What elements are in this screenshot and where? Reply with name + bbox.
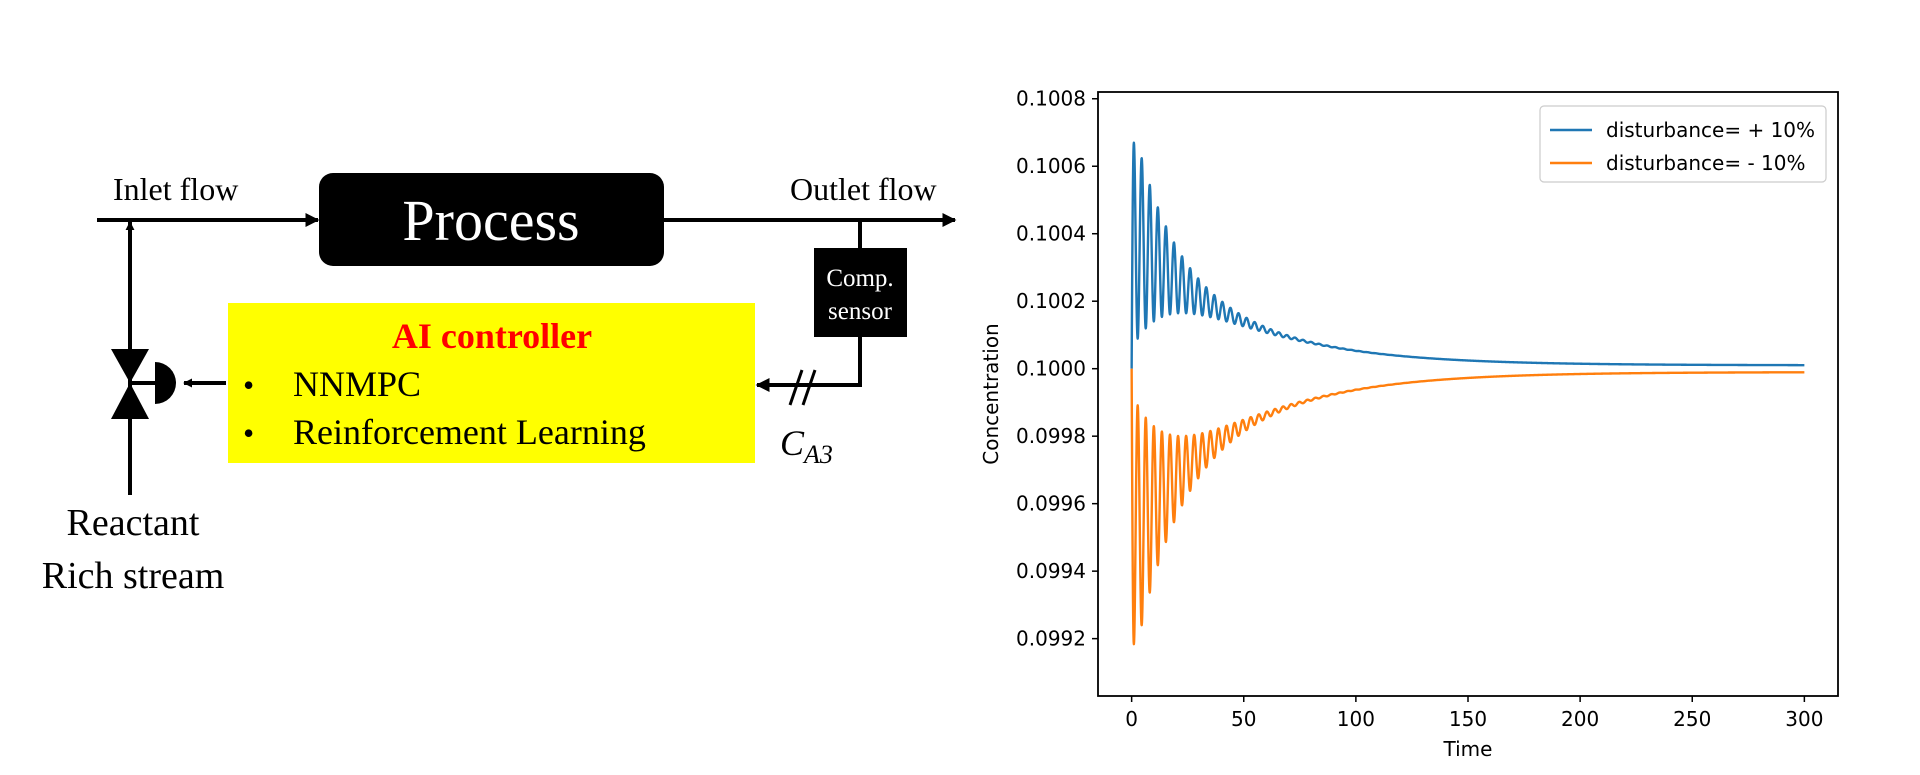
x-tick-label: 150 [1449,707,1487,731]
y-tick-label: 0.0996 [1016,492,1086,516]
legend: disturbance= + 10% disturbance= - 10% [1539,105,1827,183]
controller-item-rl: Reinforcement Learning [293,412,646,452]
composition-sensor-box [814,248,907,337]
y-tick-label: 0.0994 [1016,559,1086,583]
y-axis-label: Concentration [979,323,1003,464]
valve-actuator [155,362,176,404]
sensor-label-line2: sensor [828,298,893,325]
y-tick-label: 0.1000 [1016,357,1086,381]
x-axis-ticks: 0 50 100 150 200 250 300 [1125,696,1823,731]
controller-bullet-2: • [243,415,254,451]
series-layer [1130,141,1806,646]
signal-hash-2 [801,369,817,406]
legend-entry-label: disturbance= - 10% [1606,151,1805,175]
process-label: Process [402,188,579,253]
reactant-label-line2: Rich stream [42,555,225,597]
inlet-flow-label: Inlet flow [113,171,238,207]
series-line-minus-10 [1130,368,1806,646]
x-tick-label: 50 [1231,707,1256,731]
signal-hash-1 [788,369,804,406]
ai-controller-box [228,303,755,463]
x-tick-label: 250 [1673,707,1711,731]
process-box [319,173,664,266]
controller-bullet-1: • [243,367,254,403]
y-tick-label: 0.0998 [1016,424,1086,448]
reactant-label-line1: Reactant [67,502,200,544]
series-line-plus-10 [1130,141,1806,369]
y-tick-label: 0.0992 [1016,627,1086,651]
x-axis-label: Time [1443,737,1493,761]
y-tick-label: 0.1002 [1016,289,1086,313]
outlet-flow-label: Outlet flow [790,171,937,207]
legend-entry-label: disturbance= + 10% [1606,118,1815,142]
measured-variable-label: CA3 [780,423,833,469]
sensor-label-line1: Comp. [826,265,893,292]
x-tick-label: 0 [1125,707,1138,731]
x-tick-label: 200 [1561,707,1599,731]
ai-controller-title: AI controller [392,316,592,356]
controller-item-nnmpc: NNMPC [293,364,421,404]
y-tick-label: 0.1008 [1016,87,1086,111]
x-tick-label: 100 [1337,707,1375,731]
y-tick-label: 0.1006 [1016,154,1086,178]
y-axis-ticks: 0.0992 0.0994 0.0996 0.0998 0.1000 0.1002 0.10… [1016,87,1098,651]
process-control-diagram: Inlet flow Process Outlet flow Comp. sen… [42,171,957,597]
x-tick-label: 300 [1785,707,1823,731]
legend-box [1539,105,1827,183]
y-tick-label: 0.1004 [1016,222,1086,246]
